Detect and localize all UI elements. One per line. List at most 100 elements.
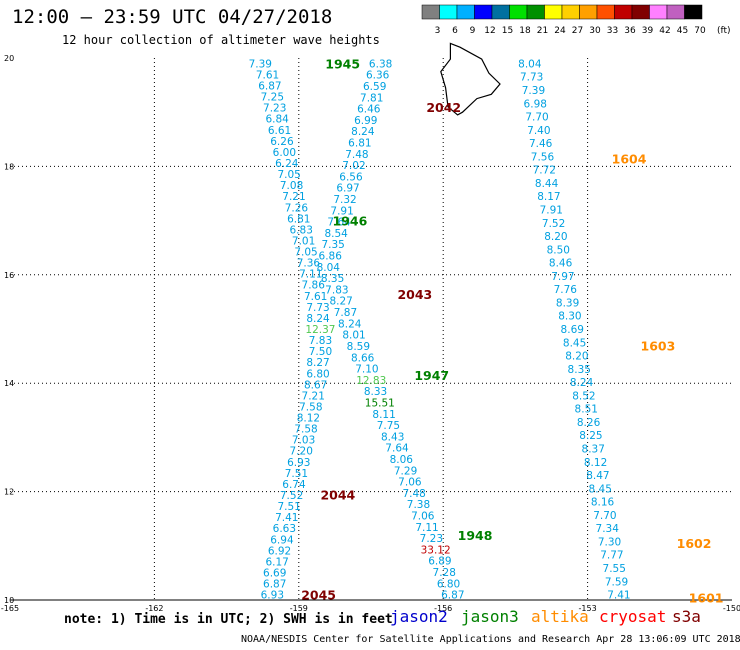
swh-value: 7.97 xyxy=(551,271,574,283)
swh-value: 8.45 xyxy=(589,483,612,495)
swh-value: 7.87 xyxy=(334,307,357,319)
swh-value: 7.05 xyxy=(277,169,300,181)
swh-value: 7.01 xyxy=(292,235,315,247)
colorbar-tick-label: 15 xyxy=(502,26,513,36)
swh-value: 8.11 xyxy=(372,409,395,421)
swh-value: 6.46 xyxy=(357,104,381,116)
swh-value: 8.69 xyxy=(561,324,584,336)
swh-value: 7.58 xyxy=(294,424,317,436)
swh-value: 6.97 xyxy=(336,183,359,195)
swh-value: 7.38 xyxy=(407,499,430,511)
swh-value: 6.81 xyxy=(348,138,371,150)
swh-value: 7.91 xyxy=(330,205,353,217)
colorbar-tick-label: 24 xyxy=(554,26,566,36)
legend-altika: altika xyxy=(531,607,589,626)
swh-value: 8.24 xyxy=(351,126,375,138)
swh-value: 7.48 xyxy=(345,149,368,161)
map-title: 12:00 – 23:59 UTC 04/27/2018 xyxy=(12,6,333,28)
swh-value: 6.94 xyxy=(270,534,294,546)
swh-value: 6.26 xyxy=(270,136,294,148)
legend-s3a: s3a xyxy=(672,607,701,626)
swh-value: 7.08 xyxy=(280,180,303,192)
colorbar-tick-label: 12 xyxy=(484,26,495,36)
swh-value: 7.05 xyxy=(294,247,317,259)
swh-value: 6.00 xyxy=(273,147,296,159)
swh-value: 8.27 xyxy=(306,357,329,369)
x-tick-label: -156 xyxy=(434,604,452,613)
swh-value: 8.24 xyxy=(306,313,330,325)
swh-value: 7.59 xyxy=(605,576,628,588)
swh-value: 7.64 xyxy=(385,443,409,455)
colorbar-tick-label: 21 xyxy=(537,26,548,36)
swh-value: 7.23 xyxy=(263,103,286,115)
swh-value: 8.47 xyxy=(586,470,609,482)
swh-value: 6.99 xyxy=(354,115,377,127)
swh-value: 6.38 xyxy=(369,58,392,70)
swh-value: 8.35 xyxy=(568,364,591,376)
swh-value: 6.56 xyxy=(339,171,363,183)
swh-value: 7.51 xyxy=(277,501,300,513)
swh-value: 8.25 xyxy=(579,430,602,442)
swh-value: 7.50 xyxy=(309,346,332,358)
swh-value: 7.40 xyxy=(527,125,550,137)
colorbar-tick-label: 33 xyxy=(607,26,618,36)
swh-value: 7.55 xyxy=(603,563,626,575)
swh-value: 6.93 xyxy=(287,457,310,469)
swh-value: 7.91 xyxy=(540,204,563,216)
colorbar-tick-label: 42 xyxy=(659,26,670,36)
swh-value: 6.84 xyxy=(265,114,289,126)
x-tick-label: -162 xyxy=(145,604,163,613)
pass-time-label: 1602 xyxy=(677,536,712,551)
colorbar-tick-label: 3 xyxy=(435,26,441,36)
pass-time-label: 2045 xyxy=(301,588,336,603)
pass-time-label: 2044 xyxy=(320,487,355,502)
swh-value: 6.74 xyxy=(282,479,306,491)
hawaii-island-outline xyxy=(440,42,501,116)
swh-value: 7.35 xyxy=(321,239,344,251)
swh-value: 7.83 xyxy=(325,284,348,296)
swh-value: 8.37 xyxy=(582,444,605,456)
swh-value: 6.87 xyxy=(263,579,286,591)
swh-value: 7.73 xyxy=(520,72,543,84)
swh-value: 7.34 xyxy=(596,523,620,535)
swh-value: 8.24 xyxy=(570,377,594,389)
x-tick-label: -159 xyxy=(290,604,308,613)
swh-value: 7.25 xyxy=(261,92,284,104)
swh-value: 7.86 xyxy=(302,280,326,292)
wave-height-colorbar: 3 6 9 12 15 18 21 24 27 30 33 36 39 42 45 70 (ft) xyxy=(421,4,731,36)
swh-value: 8.24 xyxy=(338,318,362,330)
pass-time-label: 1604 xyxy=(612,151,647,166)
swh-value: 7.41 xyxy=(275,512,298,524)
swh-value: 8.33 xyxy=(364,386,387,398)
swh-value: 7.23 xyxy=(420,533,443,545)
swh-value: 6.63 xyxy=(273,523,296,535)
pass-time-label: 1946 xyxy=(332,214,367,229)
pass-time-label: 1948 xyxy=(458,528,493,543)
swh-value: 8.06 xyxy=(390,454,414,466)
x-tick-label: -153 xyxy=(579,604,597,613)
swh-value: 7.58 xyxy=(299,401,322,413)
y-tick-label: 14 xyxy=(4,379,14,388)
swh-value: 7.70 xyxy=(593,510,616,522)
colorbar-tick-label: 27 xyxy=(572,26,583,36)
colorbar-tick-label: 18 xyxy=(519,26,531,36)
swh-value: 7.48 xyxy=(402,488,425,500)
swh-value: 7.30 xyxy=(598,536,621,548)
swh-value: 7.10 xyxy=(355,364,378,376)
swh-value: 6.59 xyxy=(363,81,386,93)
swh-value: 8.50 xyxy=(547,244,570,256)
swh-value: 6.24 xyxy=(275,158,299,170)
colorbar-swatch xyxy=(684,4,703,20)
swh-value: 7.03 xyxy=(292,435,315,447)
x-tick-label: -150 xyxy=(723,604,740,613)
swh-value: 8.45 xyxy=(563,337,586,349)
swh-value: 6.83 xyxy=(290,224,313,236)
swh-value: 7.26 xyxy=(285,202,309,214)
swh-value: 7.76 xyxy=(554,284,578,296)
swh-value: 6.69 xyxy=(263,567,286,579)
legend-cryosat: cryosat xyxy=(599,607,667,626)
swh-value: 7.51 xyxy=(285,468,308,480)
swh-value: 6.98 xyxy=(524,98,547,110)
swh-value: 8.59 xyxy=(347,341,370,353)
